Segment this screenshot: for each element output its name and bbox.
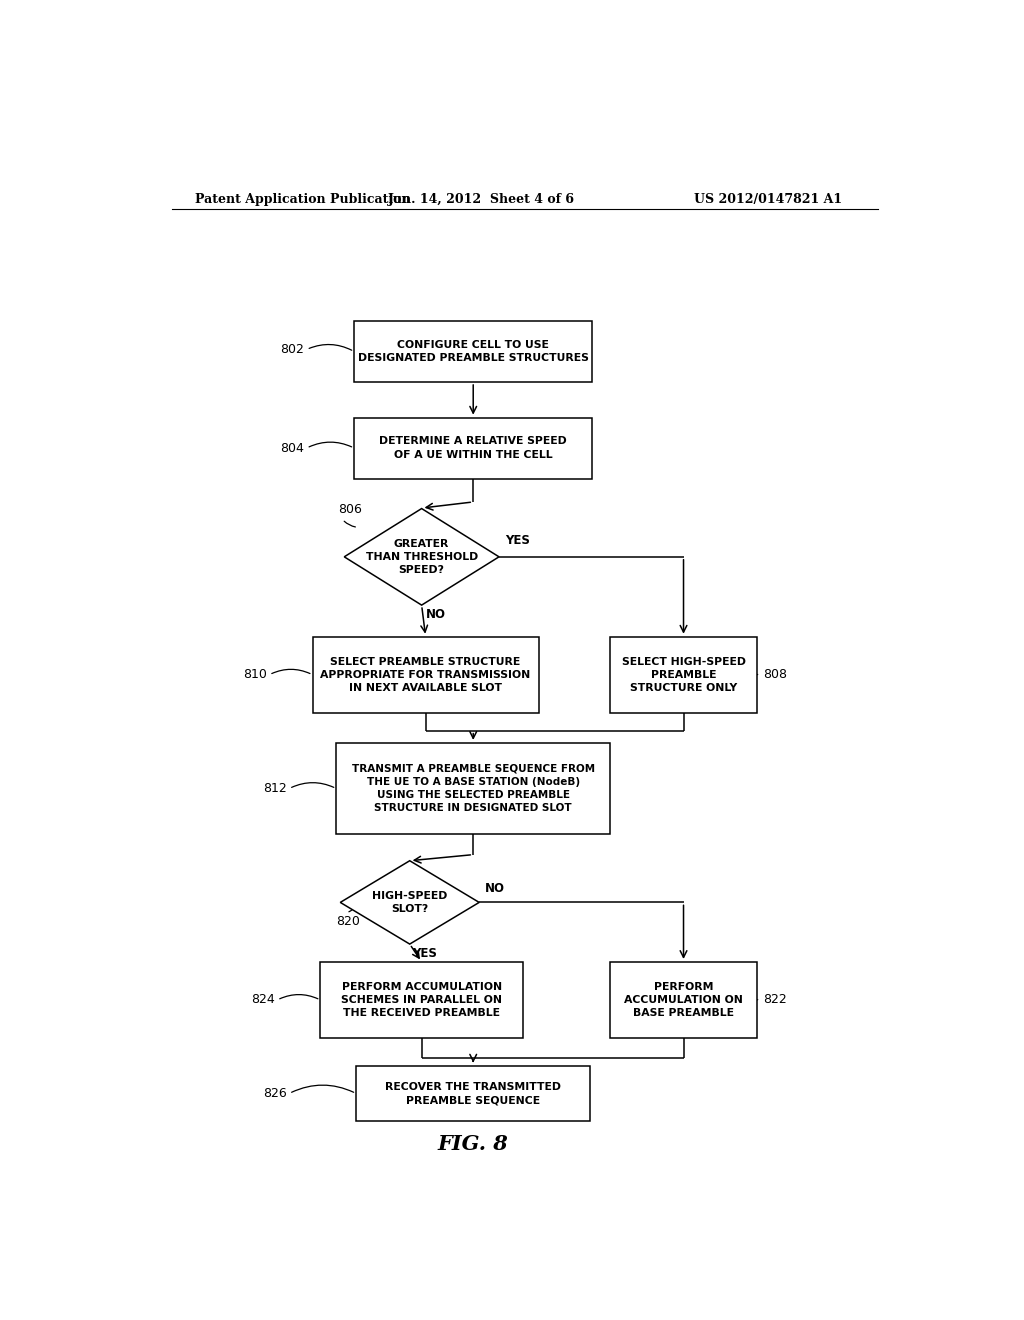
Text: FIG. 8: FIG. 8	[438, 1134, 509, 1154]
Text: YES: YES	[505, 533, 529, 546]
FancyBboxPatch shape	[312, 636, 539, 713]
Text: CONFIGURE CELL TO USE
DESIGNATED PREAMBLE STRUCTURES: CONFIGURE CELL TO USE DESIGNATED PREAMBL…	[357, 341, 589, 363]
Text: 810: 810	[243, 668, 267, 681]
Text: GREATER
THAN THRESHOLD
SPEED?: GREATER THAN THRESHOLD SPEED?	[366, 539, 478, 576]
Text: 826: 826	[263, 1086, 287, 1100]
FancyBboxPatch shape	[354, 321, 592, 381]
Text: DETERMINE A RELATIVE SPEED
OF A UE WITHIN THE CELL: DETERMINE A RELATIVE SPEED OF A UE WITHI…	[379, 437, 567, 459]
Text: Jun. 14, 2012  Sheet 4 of 6: Jun. 14, 2012 Sheet 4 of 6	[388, 193, 574, 206]
Text: Patent Application Publication: Patent Application Publication	[196, 193, 411, 206]
Text: 812: 812	[263, 781, 287, 795]
Text: PERFORM ACCUMULATION
SCHEMES IN PARALLEL ON
THE RECEIVED PREAMBLE: PERFORM ACCUMULATION SCHEMES IN PARALLEL…	[341, 982, 502, 1018]
Text: PERFORM
ACCUMULATION ON
BASE PREAMBLE: PERFORM ACCUMULATION ON BASE PREAMBLE	[624, 982, 743, 1018]
Text: RECOVER THE TRANSMITTED
PREAMBLE SEQUENCE: RECOVER THE TRANSMITTED PREAMBLE SEQUENC…	[385, 1082, 561, 1105]
Text: 808: 808	[763, 668, 786, 681]
Text: 806: 806	[338, 503, 362, 516]
Text: 822: 822	[763, 994, 786, 1006]
Text: 804: 804	[281, 442, 304, 454]
FancyBboxPatch shape	[336, 743, 610, 834]
Text: YES: YES	[412, 948, 437, 960]
Text: HIGH-SPEED
SLOT?: HIGH-SPEED SLOT?	[372, 891, 447, 913]
Polygon shape	[344, 508, 499, 605]
FancyBboxPatch shape	[610, 636, 757, 713]
FancyBboxPatch shape	[610, 962, 757, 1038]
Text: US 2012/0147821 A1: US 2012/0147821 A1	[694, 193, 842, 206]
Text: 802: 802	[281, 343, 304, 356]
Text: 824: 824	[251, 994, 274, 1006]
Text: TRANSMIT A PREAMBLE SEQUENCE FROM
THE UE TO A BASE STATION (NodeB)
USING THE SEL: TRANSMIT A PREAMBLE SEQUENCE FROM THE UE…	[351, 764, 595, 813]
Text: SELECT PREAMBLE STRUCTURE
APPROPRIATE FOR TRANSMISSION
IN NEXT AVAILABLE SLOT: SELECT PREAMBLE STRUCTURE APPROPRIATE FO…	[321, 656, 530, 693]
Text: 820: 820	[336, 915, 359, 928]
Text: NO: NO	[485, 882, 505, 895]
FancyBboxPatch shape	[354, 417, 592, 479]
Text: SELECT HIGH-SPEED
PREAMBLE
STRUCTURE ONLY: SELECT HIGH-SPEED PREAMBLE STRUCTURE ONL…	[622, 656, 745, 693]
Text: NO: NO	[426, 607, 445, 620]
FancyBboxPatch shape	[321, 962, 523, 1038]
Polygon shape	[340, 861, 479, 944]
FancyBboxPatch shape	[356, 1065, 590, 1122]
